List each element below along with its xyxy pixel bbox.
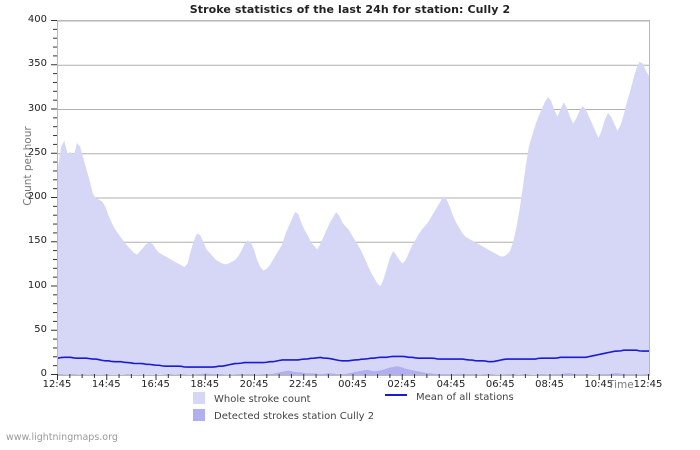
y-tick-label: 400 xyxy=(27,14,47,25)
y-axis-title: Count per hour xyxy=(22,126,34,206)
x-tick-label: 12:45 xyxy=(633,379,663,390)
chart-title: Stroke statistics of the last 24h for st… xyxy=(189,3,511,16)
legend: Whole stroke count Detected strokes stat… xyxy=(0,392,700,426)
legend-item-whole-stroke-count: Whole stroke count xyxy=(193,392,311,405)
plot-svg xyxy=(58,21,649,375)
x-tick-label: 22:45 xyxy=(288,379,318,390)
y-tick-label: 50 xyxy=(34,323,47,335)
line-mean-all-stations xyxy=(58,349,649,368)
x-tick-label: 20:45 xyxy=(239,379,269,390)
y-tick-label: 150 xyxy=(27,235,47,247)
legend-label-mean: Mean of all stations xyxy=(416,392,514,403)
plot-area xyxy=(57,20,650,376)
x-tick-label: 04:45 xyxy=(436,379,466,390)
x-axis-title: Time xyxy=(608,379,634,391)
legend-label-detected: Detected strokes station Cully 2 xyxy=(214,411,375,422)
legend-swatch-icon-detected xyxy=(193,409,205,421)
x-tick-label: 14:45 xyxy=(91,379,121,390)
legend-item-detected-strokes: Detected strokes station Cully 2 xyxy=(193,409,374,422)
x-tick-label: 12:45 xyxy=(42,379,72,390)
x-tick-label: 18:45 xyxy=(190,379,220,390)
y-tick-label: 250 xyxy=(27,146,47,158)
y-tick-label: 350 xyxy=(27,58,47,70)
legend-line-icon-mean xyxy=(385,394,407,396)
x-tick-label: 00:45 xyxy=(338,379,367,390)
footer-url: www.lightningmaps.org xyxy=(6,432,118,443)
legend-item-mean-all-stations: Mean of all stations xyxy=(385,392,514,403)
y-tick-label: 300 xyxy=(27,102,47,114)
x-tick-label: 10:45 xyxy=(584,379,614,390)
y-tick-label: 200 xyxy=(27,191,47,202)
area-detected-strokes xyxy=(58,366,649,375)
x-tick-label: 06:45 xyxy=(485,379,515,390)
area-whole-stroke-count xyxy=(58,61,649,375)
legend-swatch-icon-whole xyxy=(193,392,205,404)
y-tick-label: 0 xyxy=(40,368,47,379)
x-tick-label: 08:45 xyxy=(535,379,564,390)
x-tick-label: 02:45 xyxy=(387,379,417,390)
legend-label-whole: Whole stroke count xyxy=(214,394,311,405)
x-tick-label: 16:45 xyxy=(141,379,170,390)
y-tick-label: 100 xyxy=(27,279,47,291)
